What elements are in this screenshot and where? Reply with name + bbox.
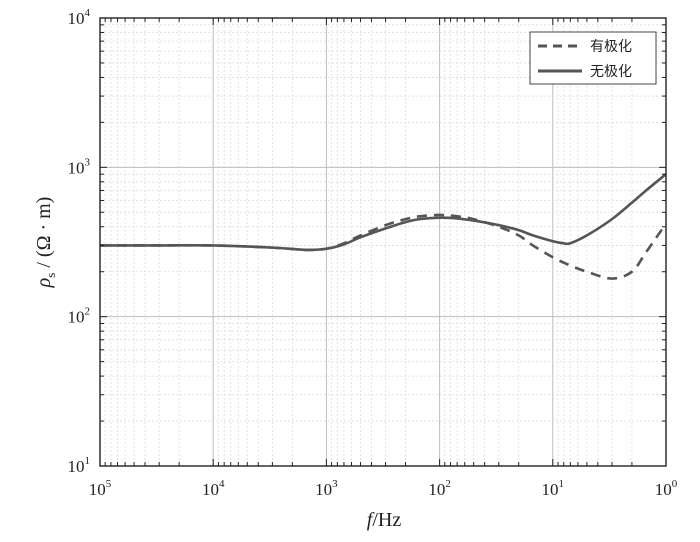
legend-label-polarized: 有极化 [590, 39, 632, 55]
y-tick-label-exponent: 1 [85, 455, 91, 467]
y-tick-label-exponent: 2 [85, 306, 91, 318]
x-tick-label-base: 10 [428, 480, 445, 499]
x-tick-label-exponent: 3 [332, 478, 338, 490]
y-tick-label: 101 [68, 455, 91, 476]
y-tick-label-base: 10 [68, 9, 85, 28]
y-axis-label: ρs / (Ω · m) [33, 197, 58, 289]
y-axis-label-italic: ρ [33, 278, 55, 289]
legend: 有极化 无极化 [529, 31, 657, 85]
x-tick-label: 102 [428, 478, 451, 499]
y-tick-label-base: 10 [68, 308, 85, 327]
x-tick-label-base: 10 [542, 480, 559, 499]
y-tick-label-base: 10 [68, 457, 85, 476]
y-tick-label: 104 [68, 7, 91, 28]
y-axis-label-sub: s [43, 273, 58, 278]
y-tick-label-base: 10 [68, 158, 85, 177]
tick-marks [99, 17, 667, 467]
x-tick-label-base: 10 [655, 480, 672, 499]
x-tick-label: 103 [315, 478, 338, 499]
y-tick-label-exponent: 4 [85, 7, 91, 19]
x-tick-label-exponent: 0 [672, 478, 678, 490]
series-layer [100, 173, 668, 280]
y-tick-label: 102 [68, 306, 91, 327]
x-tick-label-base: 10 [315, 480, 332, 499]
y-tick-label-exponent: 3 [85, 156, 91, 168]
x-tick-label-base: 10 [89, 480, 106, 499]
x-tick-label: 104 [202, 478, 225, 499]
legend-label-nonpolarized: 无极化 [590, 64, 632, 80]
x-tick-label-exponent: 5 [106, 478, 112, 490]
x-axis-label: f/Hz [367, 509, 402, 531]
legend-box [529, 31, 657, 85]
x-axis-label-rest: /Hz [372, 509, 401, 531]
plot-frame [99, 17, 667, 467]
x-tick-label-exponent: 4 [219, 478, 225, 490]
x-axis-label-italic: f [367, 509, 375, 531]
x-tick-label: 101 [542, 478, 565, 499]
series-line-nonpolarized [100, 173, 667, 252]
x-tick-labels: 105 104 103 102 101 100 [89, 478, 678, 499]
x-tick-label: 100 [655, 478, 678, 499]
x-tick-label-base: 10 [202, 480, 219, 499]
x-tick-label-exponent: 2 [445, 478, 451, 490]
x-tick-label: 105 [89, 478, 112, 499]
y-tick-label: 103 [68, 156, 91, 177]
x-tick-label-exponent: 1 [559, 478, 565, 490]
y-axis-label-rest: / (Ω · m) [33, 197, 55, 273]
